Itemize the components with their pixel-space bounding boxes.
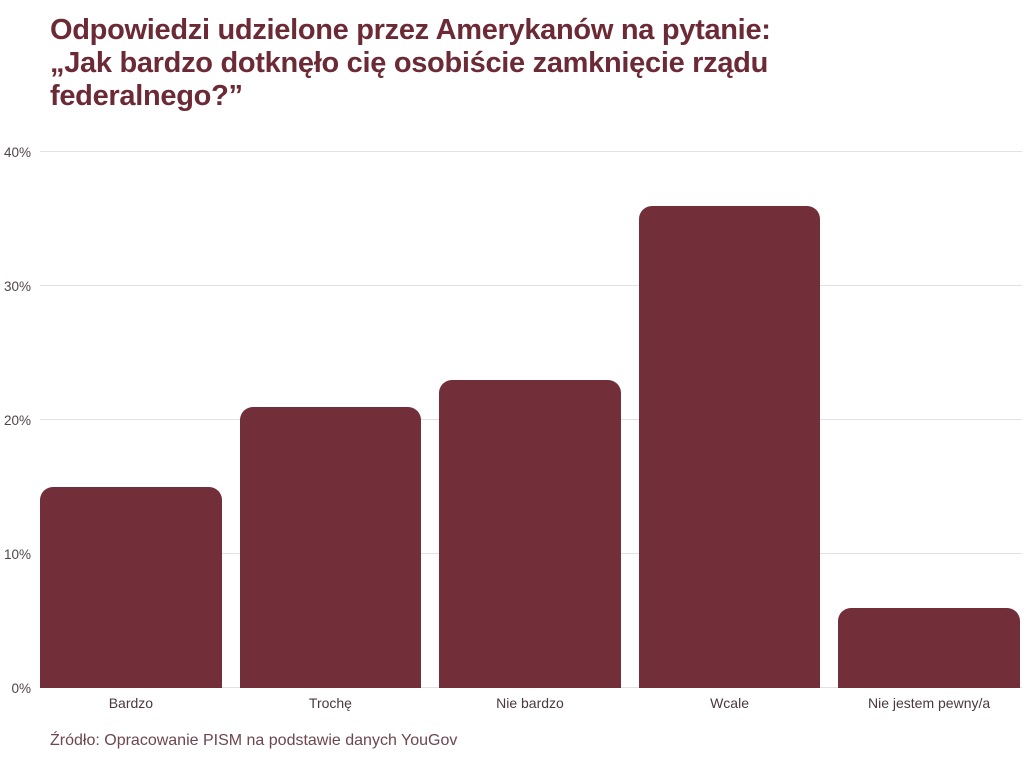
bar bbox=[439, 379, 621, 688]
y-axis-tick-label: 40% bbox=[3, 145, 31, 160]
x-axis-category-label: Nie bardzo bbox=[496, 695, 564, 711]
x-axis-category-label: Trochę bbox=[308, 695, 352, 711]
bar bbox=[239, 406, 422, 688]
y-axis-tick-label: 10% bbox=[3, 547, 31, 562]
gridline-30% bbox=[40, 285, 1022, 286]
x-axis-category-label: Bardzo bbox=[108, 695, 154, 711]
chart-title: Odpowiedzi udzielone przez Amerykanów na… bbox=[50, 14, 970, 113]
gridline-40% bbox=[40, 151, 1022, 152]
bar-chart-plot-area: 0% 10% 20% 30% 40% Bardzo Trochę Nie bardzo Wcal… bbox=[4, 145, 1022, 711]
bar-group: Trochę bbox=[239, 152, 422, 711]
chart-title-line-3: federalnego?” bbox=[50, 80, 243, 113]
x-axis-category-label: Nie jestem pewny/a bbox=[867, 695, 991, 711]
bar bbox=[638, 205, 821, 688]
bar bbox=[40, 487, 222, 688]
x-axis-category-label: Wcale bbox=[710, 695, 749, 711]
chart-title-line-1: Odpowiedzi udzielone przez Amerykanów na… bbox=[50, 14, 771, 46]
bar bbox=[838, 607, 1020, 688]
bar-group: Wcale bbox=[638, 152, 821, 711]
source-note: Źródło: Opracowanie PISM na podstawie da… bbox=[50, 732, 458, 749]
y-axis-tick-label: 20% bbox=[3, 413, 31, 428]
y-axis-tick-label: 30% bbox=[3, 279, 31, 294]
bars-container: Bardzo Trochę Nie bardzo Wcale Nie jestem pe… bbox=[40, 152, 1020, 711]
chart-title-line-2: „Jak bardzo dotknęło cię osobiście zamkn… bbox=[50, 47, 768, 80]
y-axis-tick-label: 0% bbox=[11, 681, 31, 696]
bar-group: Nie jestem pewny/a bbox=[838, 152, 1020, 711]
bar-group: Bardzo bbox=[40, 152, 222, 711]
bar-group: Nie bardzo bbox=[439, 152, 621, 711]
